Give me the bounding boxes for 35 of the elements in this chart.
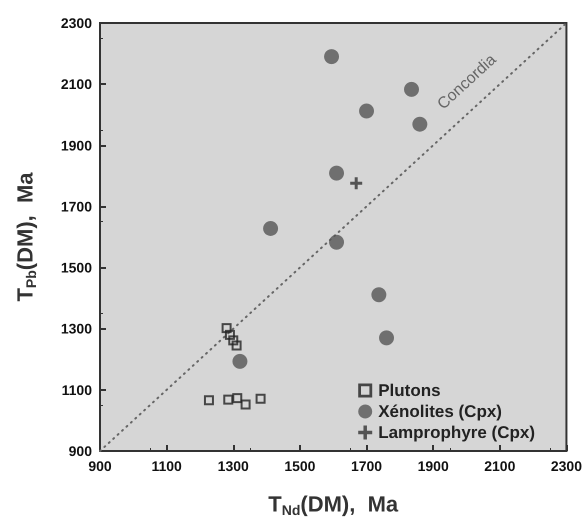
x-tick-label: 1700 (350, 458, 382, 474)
y-tick-label: 2100 (60, 76, 92, 92)
legend-label: Xénolites (Cpx) (378, 402, 502, 421)
point (329, 166, 344, 181)
point (232, 354, 248, 369)
point (379, 330, 394, 346)
y-tick-label: 1700 (60, 198, 92, 214)
point (240, 400, 251, 410)
x-tick-label: 1500 (284, 458, 316, 474)
point (404, 82, 420, 97)
point (329, 234, 344, 250)
point (204, 395, 214, 406)
y-tick-label: 2300 (60, 15, 92, 31)
point (350, 177, 362, 190)
point (371, 287, 386, 302)
point (359, 104, 374, 119)
point (232, 340, 242, 351)
x-tick-label: 900 (88, 458, 112, 474)
legend-label: Lamprophyre (Cpx) (378, 423, 536, 442)
legend-label: Plutons (378, 381, 441, 400)
point (412, 116, 428, 132)
y-tick-label: 1900 (60, 137, 92, 154)
point (256, 394, 266, 404)
x-tick-label: 1900 (418, 458, 449, 474)
y-tick-label: 1500 (60, 260, 92, 276)
x-tick-label: 2100 (484, 458, 516, 474)
x-tick-label: 1300 (218, 458, 250, 474)
y-tick-label: 900 (68, 443, 92, 459)
y-tick-label: 1300 (60, 320, 92, 337)
point (263, 220, 278, 236)
y-tick-label: 1100 (62, 382, 92, 398)
x-tick-label: 2300 (550, 458, 582, 474)
point (324, 49, 340, 64)
x-tick-label: 1100 (151, 458, 182, 474)
y-axis-title: TPb(DM), Ma (12, 172, 39, 302)
